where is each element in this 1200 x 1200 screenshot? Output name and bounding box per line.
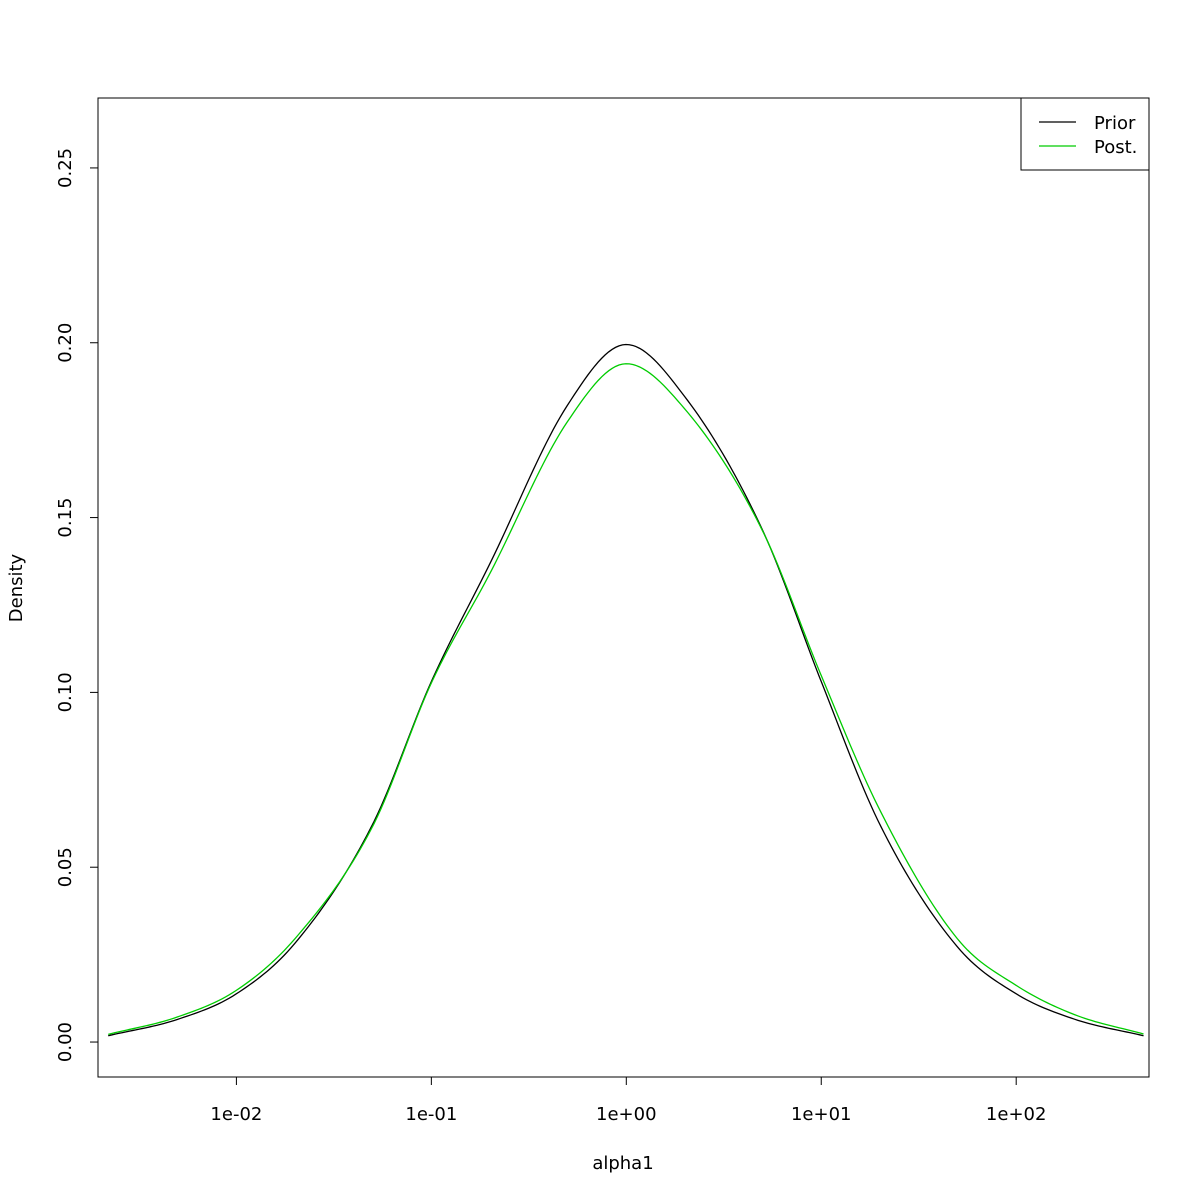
legend-label-post: Post.: [1094, 137, 1137, 158]
series-layer: [108, 343, 1144, 1037]
legend-box: [1020, 97, 1150, 171]
y-tick-label-1: 0.05: [55, 847, 76, 887]
plot-frame: [97, 97, 1150, 1078]
x-tick-label-3: 1e+01: [791, 1104, 852, 1125]
x-axis: 1e-02 1e-01 1e+00 1e+01 1e+02: [210, 1076, 1047, 1125]
x-axis-title: alpha1: [592, 1153, 653, 1174]
x-tick-label-4: 1e+02: [986, 1104, 1047, 1125]
y-axis: 0.00 0.05 0.10 0.15 0.20 0.25: [55, 148, 98, 1062]
x-tick-label-1: 1e-01: [405, 1104, 457, 1125]
x-tick-label-2: 1e+00: [596, 1104, 657, 1125]
y-axis-title: Density: [6, 553, 27, 622]
y-tick-label-4: 0.20: [55, 323, 76, 363]
y-tick-label-5: 0.25: [55, 148, 76, 188]
legend: Prior Post.: [1020, 97, 1150, 171]
series-line-post: [108, 363, 1144, 1035]
series-line-prior: [108, 343, 1144, 1037]
y-tick-label-0: 0.00: [55, 1022, 76, 1062]
legend-label-prior: Prior: [1094, 113, 1136, 134]
y-tick-label-3: 0.15: [55, 498, 76, 538]
x-tick-label-0: 1e-02: [210, 1104, 262, 1125]
y-tick-label-2: 0.10: [55, 672, 76, 712]
